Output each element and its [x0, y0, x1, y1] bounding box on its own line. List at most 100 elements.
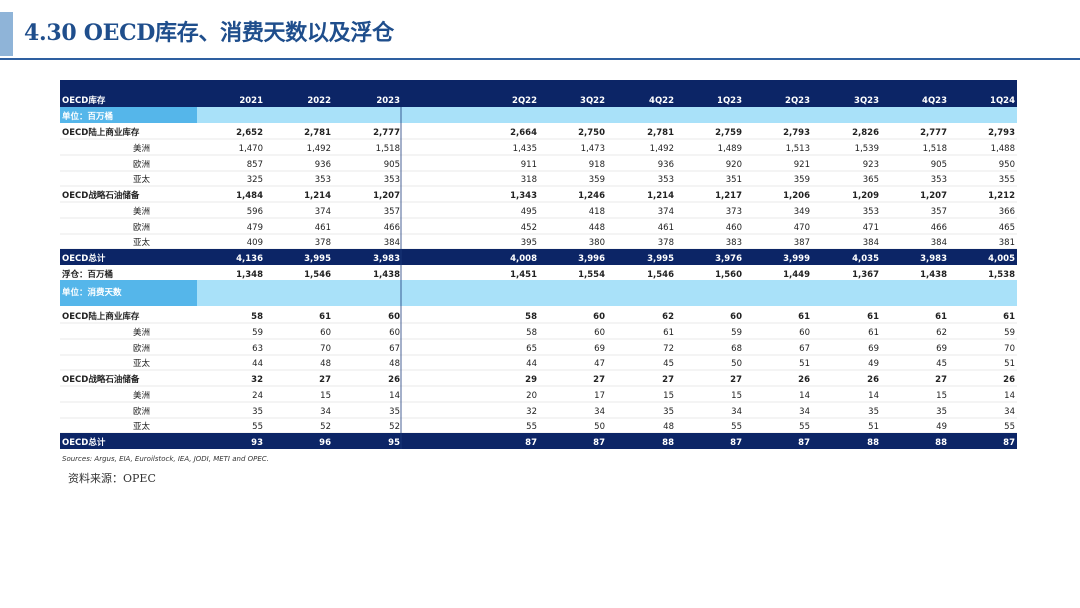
table-cell: 2,793 [783, 128, 810, 138]
table-cell: 366 [999, 207, 1015, 217]
table-cell: 2,759 [715, 128, 742, 138]
unit-row-fill [197, 280, 1017, 306]
row-label: 单位：消费天数 [62, 287, 122, 298]
table-cell: 4,035 [852, 254, 879, 264]
table-cell: 471 [863, 223, 879, 233]
table-cell: 448 [589, 223, 605, 233]
table-cell: 374 [658, 207, 674, 217]
table-cell: 62 [936, 328, 947, 338]
table-cell: 47 [594, 359, 605, 369]
table-cell: 52 [320, 422, 331, 432]
table-cell: 4,008 [510, 254, 537, 264]
table-cell: 383 [726, 238, 742, 248]
table-cell: 14 [799, 391, 810, 401]
oecd-inventory-table: OECD库存 2021 2022 2023 2Q22 3Q22 4Q22 1Q23 2Q23 3Q… [60, 80, 1017, 449]
table-cell: 35 [663, 407, 674, 417]
table-cell: 65 [526, 344, 537, 354]
table-cell: 63 [252, 344, 263, 354]
table-cell: 466 [931, 223, 947, 233]
table-cell: 351 [726, 175, 742, 185]
table-cell: 72 [663, 344, 674, 354]
table-cell: 27 [730, 375, 742, 385]
table-cell: 34 [731, 407, 742, 417]
column-header: 3Q22 [580, 96, 605, 106]
table-cell: 1,438 [920, 270, 947, 280]
table-cell: 87 [1003, 438, 1015, 448]
table-cell: 93 [251, 438, 263, 448]
table-cell: 35 [936, 407, 947, 417]
row-label: 美洲 [133, 143, 150, 154]
table-cell: 51 [868, 422, 879, 432]
table-cell: 55 [731, 422, 742, 432]
table-cell: 384 [931, 238, 947, 248]
table-cell: 4,136 [236, 254, 263, 264]
total-row-fill [60, 249, 1017, 265]
table-cell: 950 [999, 160, 1015, 170]
table-cell: 61 [1003, 312, 1015, 322]
table-cell: 3,976 [715, 254, 742, 264]
unit-label-cell [60, 280, 197, 306]
table-cell: 1,489 [718, 144, 742, 154]
table-cell: 381 [999, 238, 1015, 248]
column-header: 4Q22 [649, 96, 674, 106]
table-cell: 1,343 [510, 191, 537, 201]
table-cell: 68 [731, 344, 742, 354]
table-cell: 905 [931, 160, 947, 170]
table-cell: 87 [798, 438, 810, 448]
row-label: OECD总计 [62, 437, 106, 448]
table-cell: 15 [936, 391, 947, 401]
table-cell: 1,518 [376, 144, 400, 154]
table-cell: 55 [252, 422, 263, 432]
row-label: 亚太 [133, 358, 151, 369]
table-cell: 857 [247, 160, 263, 170]
table-cell: 384 [863, 238, 879, 248]
table-cell: 1,538 [988, 270, 1015, 280]
table-cell: 359 [794, 175, 810, 185]
total-row-fill [60, 433, 1017, 449]
table-cell: 50 [731, 359, 742, 369]
table-cell: 58 [526, 328, 537, 338]
table-cell: 1,217 [715, 191, 742, 201]
table-cell: 1,449 [783, 270, 810, 280]
table-cell: 1,488 [991, 144, 1015, 154]
row-label: OECD陆上商业库存 [62, 127, 140, 138]
table-cell: 60 [593, 312, 605, 322]
table-cell: 87 [525, 438, 537, 448]
table-cell: 1,546 [647, 270, 674, 280]
row-label: OECD陆上商业库存 [62, 311, 140, 322]
table-cell: 15 [731, 391, 742, 401]
unit-label-cell [60, 107, 197, 123]
table-cell: 1,209 [852, 191, 879, 201]
table-cell: 2,664 [510, 128, 537, 138]
row-label: 欧洲 [133, 222, 150, 233]
table-cell: 936 [315, 160, 331, 170]
table-cell: 96 [319, 438, 331, 448]
table-cell: 62 [662, 312, 674, 322]
table-cell: 357 [931, 207, 947, 217]
table-cell: 2,781 [304, 128, 331, 138]
column-header: 2022 [307, 96, 331, 106]
table-cell: 1,212 [988, 191, 1015, 201]
table-cell: 35 [868, 407, 879, 417]
table-cell: 418 [589, 207, 605, 217]
column-header: 4Q23 [922, 96, 947, 106]
table-cell: 27 [593, 375, 605, 385]
table-cell: 1,473 [581, 144, 605, 154]
row-label: 亚太 [133, 237, 151, 248]
table-cell: 87 [593, 438, 605, 448]
table-cell: 353 [931, 175, 947, 185]
table-cell: 380 [589, 238, 605, 248]
table-cell: 59 [1004, 328, 1015, 338]
table-cell: 353 [384, 175, 400, 185]
row-label: 亚太 [133, 421, 151, 432]
table-cell: 58 [251, 312, 263, 322]
sources-english: Sources: Argus, EIA, Euroilstock, IEA, J… [62, 455, 269, 463]
row-label: OECD战略石油储备 [62, 190, 140, 201]
table-cell: 55 [1004, 422, 1015, 432]
table-cell: 470 [794, 223, 810, 233]
table-cell: 1,438 [373, 270, 400, 280]
table-cell: 1,451 [510, 270, 537, 280]
table-cell: 1,518 [923, 144, 947, 154]
table-cell: 70 [320, 344, 331, 354]
table-cell: 69 [936, 344, 947, 354]
